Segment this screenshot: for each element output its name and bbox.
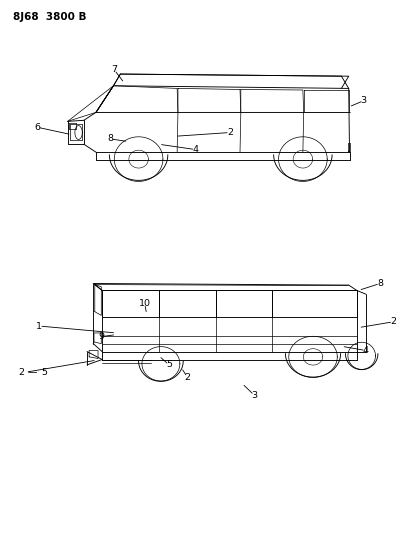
Text: 1: 1 <box>36 321 42 330</box>
Text: 3: 3 <box>251 391 257 400</box>
Text: 2: 2 <box>227 128 233 137</box>
Text: 2: 2 <box>184 373 190 382</box>
Text: 5: 5 <box>166 360 172 369</box>
Text: 5: 5 <box>42 368 48 377</box>
Text: 4: 4 <box>193 145 198 154</box>
Text: 10: 10 <box>139 299 151 308</box>
Text: 7: 7 <box>111 66 117 74</box>
Text: 8J68  3800 B: 8J68 3800 B <box>13 12 86 22</box>
Text: 9: 9 <box>98 332 104 341</box>
Text: 6: 6 <box>34 123 40 132</box>
Text: —: — <box>28 368 37 377</box>
Text: 4: 4 <box>363 346 369 355</box>
Text: 8: 8 <box>107 134 113 143</box>
Text: 2: 2 <box>18 368 24 377</box>
Text: 3: 3 <box>361 96 367 105</box>
Text: 8: 8 <box>377 279 383 288</box>
Text: 2: 2 <box>390 317 396 326</box>
